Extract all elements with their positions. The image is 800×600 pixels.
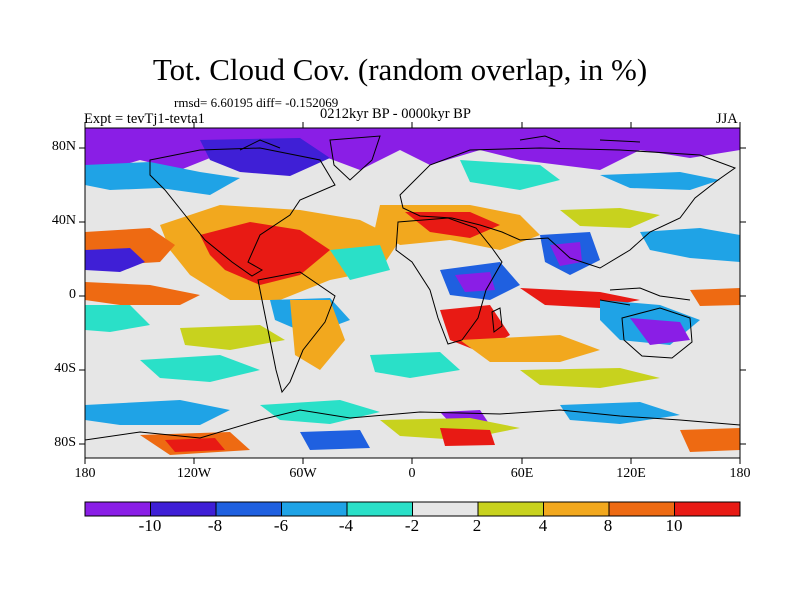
lon-label: 180 — [74, 466, 96, 481]
coastline-madagascar — [491, 307, 503, 333]
lon-label: 0 — [408, 466, 416, 481]
lat-label: 40N — [51, 213, 76, 228]
anomaly-region — [85, 162, 240, 195]
lat-label: 80S — [54, 435, 76, 450]
colorbar-label: -4 — [338, 516, 354, 535]
anomaly-region — [440, 428, 495, 446]
colorbar-box — [412, 501, 479, 517]
anomaly-region — [460, 335, 600, 362]
coastlines — [85, 135, 740, 441]
season-label: JJA — [716, 111, 738, 127]
colorbar-box — [543, 501, 610, 517]
anomaly-region — [85, 400, 230, 425]
map-ticks — [79, 122, 746, 464]
colorbar-box — [346, 501, 413, 517]
lat-label: 40S — [54, 361, 76, 376]
anomaly-region — [405, 212, 500, 238]
experiment-label: Expt = tevTj1-tevta1 — [84, 111, 205, 127]
colorbar-label: -2 — [404, 516, 420, 535]
anomaly-region — [455, 272, 495, 292]
colorbar-box — [674, 501, 741, 517]
lon-label: 120E — [616, 466, 646, 481]
coastline-eurasia — [399, 147, 737, 269]
lat-label: 0 — [69, 287, 76, 302]
anomaly-region — [180, 325, 285, 350]
anomaly-region — [300, 430, 370, 450]
map-title: Tot. Cloud Cov. (random overlap, in %) — [152, 52, 648, 87]
lon-label: 120W — [176, 466, 212, 481]
colorbar-label: 10 — [665, 516, 683, 535]
anomaly-region — [640, 228, 740, 262]
colorbar — [84, 501, 741, 517]
colorbar-box — [477, 501, 544, 517]
anomaly-region — [85, 305, 150, 332]
coastline-australia — [621, 307, 693, 359]
colorbar-box — [84, 501, 151, 517]
colorbar-label: 4 — [538, 516, 548, 535]
colorbar-box — [215, 501, 282, 517]
coastline-greenland — [329, 135, 381, 181]
colorbar-label: -10 — [138, 516, 162, 535]
anomaly-region — [460, 160, 560, 190]
colorbar-label: 2 — [472, 516, 482, 535]
coastline-south-america — [257, 271, 336, 394]
anomaly-region — [290, 300, 345, 370]
stats-text: rmsd= 6.60195 diff= -0.152069 — [174, 95, 339, 110]
cloud-anomaly-field — [85, 128, 740, 455]
anomaly-region — [690, 288, 740, 306]
anomaly-region — [560, 208, 660, 228]
colorbar-box — [150, 501, 217, 517]
colorbar-label: -6 — [273, 516, 289, 535]
anomaly-region — [330, 245, 390, 280]
coastline-arctic-islands — [239, 135, 641, 151]
anomaly-region — [630, 318, 690, 345]
lon-label: 60W — [289, 466, 317, 481]
coastline-indonesia — [599, 287, 691, 306]
anomaly-region — [85, 128, 740, 172]
anomaly-region — [370, 352, 460, 378]
lon-label: 60E — [510, 466, 534, 481]
anomaly-region — [200, 222, 330, 285]
colorbar-label: 8 — [603, 516, 613, 535]
coastline-north-america — [149, 147, 336, 277]
anomaly-region — [140, 355, 260, 382]
anomaly-region — [680, 428, 740, 452]
lat-label: 80N — [51, 139, 76, 154]
colorbar-box — [281, 501, 348, 517]
anomaly-region — [165, 438, 225, 452]
anomaly-region — [85, 282, 200, 305]
anomaly-region — [520, 368, 660, 388]
anomaly-region — [85, 248, 145, 272]
anomaly-region — [200, 138, 330, 176]
coastline-antarctica — [85, 409, 740, 441]
colorbar-label: -8 — [207, 516, 223, 535]
anomaly-region — [600, 172, 720, 190]
coastline-africa — [395, 217, 503, 345]
colorbar-box — [608, 501, 675, 517]
period-label: 0212kyr BP - 0000kyr BP — [320, 106, 471, 122]
lon-label: 180 — [729, 466, 751, 481]
